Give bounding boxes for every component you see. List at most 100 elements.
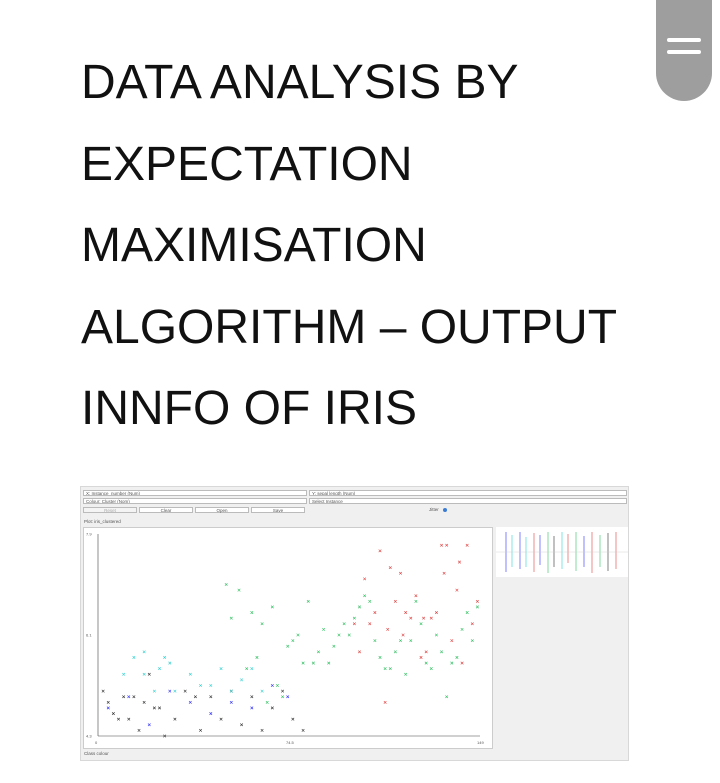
data-point <box>383 700 387 704</box>
data-point <box>229 616 233 620</box>
y-tick-label: 4.3 <box>86 734 92 739</box>
data-point <box>209 683 213 688</box>
data-point <box>424 650 428 654</box>
data-point <box>342 622 346 626</box>
data-point <box>347 633 351 637</box>
data-point <box>127 695 131 699</box>
hamburger-menu-icon <box>656 0 712 101</box>
data-point <box>429 667 433 671</box>
scatter-plot: 7.9 6.1 4.30 74.5 149 <box>86 532 484 746</box>
data-point <box>142 650 146 654</box>
data-point <box>373 639 377 643</box>
data-point <box>106 700 110 704</box>
instance-select[interactable]: Select Instance <box>309 498 627 504</box>
data-point <box>183 689 187 693</box>
data-point <box>291 639 295 643</box>
data-point <box>316 650 320 654</box>
data-point <box>475 599 479 603</box>
data-point <box>357 650 362 654</box>
data-point <box>127 717 131 721</box>
data-point <box>260 622 264 626</box>
data-point <box>457 560 462 564</box>
page-title: DATA ANALYSIS BY EXPECTATION MAXIMISATIO… <box>81 42 656 450</box>
title-line: EXPECTATION <box>81 137 413 191</box>
data-point <box>460 627 464 631</box>
data-point <box>142 672 146 676</box>
data-point <box>286 644 290 648</box>
data-point <box>163 655 167 659</box>
data-point <box>409 639 413 643</box>
open-button[interactable]: Open <box>195 507 249 513</box>
x-axis-select[interactable]: X: Instance_number (Num) <box>83 490 307 496</box>
data-point <box>368 622 372 626</box>
data-point <box>111 712 115 716</box>
data-point <box>409 616 413 620</box>
data-point <box>352 622 356 626</box>
data-point <box>173 717 177 721</box>
data-point <box>229 689 233 693</box>
data-point <box>399 639 403 643</box>
plot-label: Plot: iris_clustered <box>84 519 121 524</box>
data-point <box>219 717 223 721</box>
data-point <box>388 667 392 671</box>
data-point <box>265 700 269 704</box>
data-point <box>122 695 126 699</box>
data-point <box>158 706 162 710</box>
data-point <box>229 700 233 704</box>
data-point <box>281 695 285 699</box>
data-point <box>378 655 382 659</box>
data-point <box>152 689 156 693</box>
y-axis-select[interactable]: Y: sepal length (Num) <box>309 490 627 496</box>
jitter-slider[interactable] <box>443 508 447 512</box>
data-point <box>388 566 392 570</box>
colour-select[interactable]: Colour: Cluster (Nom) <box>83 498 307 504</box>
data-point <box>419 622 423 626</box>
data-point <box>250 706 254 710</box>
data-point <box>260 689 264 693</box>
data-point <box>322 627 326 631</box>
data-point <box>445 695 449 699</box>
data-point <box>142 700 146 704</box>
class-colour-panel[interactable] <box>496 527 628 749</box>
data-point <box>106 706 110 710</box>
menu-button[interactable] <box>656 0 712 101</box>
data-point <box>296 633 300 637</box>
data-point <box>414 599 418 603</box>
data-point <box>337 633 341 637</box>
data-point <box>450 661 454 665</box>
data-point <box>291 717 295 721</box>
data-point <box>393 599 397 603</box>
y-tick-label: 6.1 <box>86 633 92 638</box>
x-tick-label: 74.5 <box>286 740 295 745</box>
save-button[interactable]: Save <box>251 507 305 513</box>
data-point <box>301 661 305 665</box>
data-point <box>281 689 285 693</box>
data-point <box>275 683 279 688</box>
data-point <box>286 695 290 699</box>
data-point <box>424 661 428 665</box>
data-point <box>250 611 254 615</box>
reset-button[interactable]: Reset <box>83 507 137 513</box>
title-line: ALGORITHM – OUTPUT <box>81 300 618 354</box>
data-point <box>327 661 331 665</box>
data-point <box>306 599 310 603</box>
title-line: INNFO OF IRIS <box>81 382 417 435</box>
data-point <box>422 616 426 620</box>
data-point <box>168 661 172 665</box>
data-point <box>363 594 367 598</box>
data-point <box>147 723 151 727</box>
data-point <box>270 605 274 609</box>
data-point <box>465 611 469 615</box>
data-point <box>116 717 121 721</box>
data-point <box>332 644 336 648</box>
data-point <box>199 728 203 732</box>
data-point <box>434 611 438 615</box>
data-point <box>193 695 197 699</box>
clear-button[interactable]: Clear <box>139 507 193 513</box>
x-tick-label: 149 <box>477 740 484 745</box>
data-point <box>442 571 446 575</box>
data-point <box>399 571 403 575</box>
data-point <box>255 655 259 659</box>
data-point <box>440 543 444 547</box>
scatter-plot-area[interactable]: 7.9 6.1 4.3 0 74.5 149 <box>83 527 493 749</box>
